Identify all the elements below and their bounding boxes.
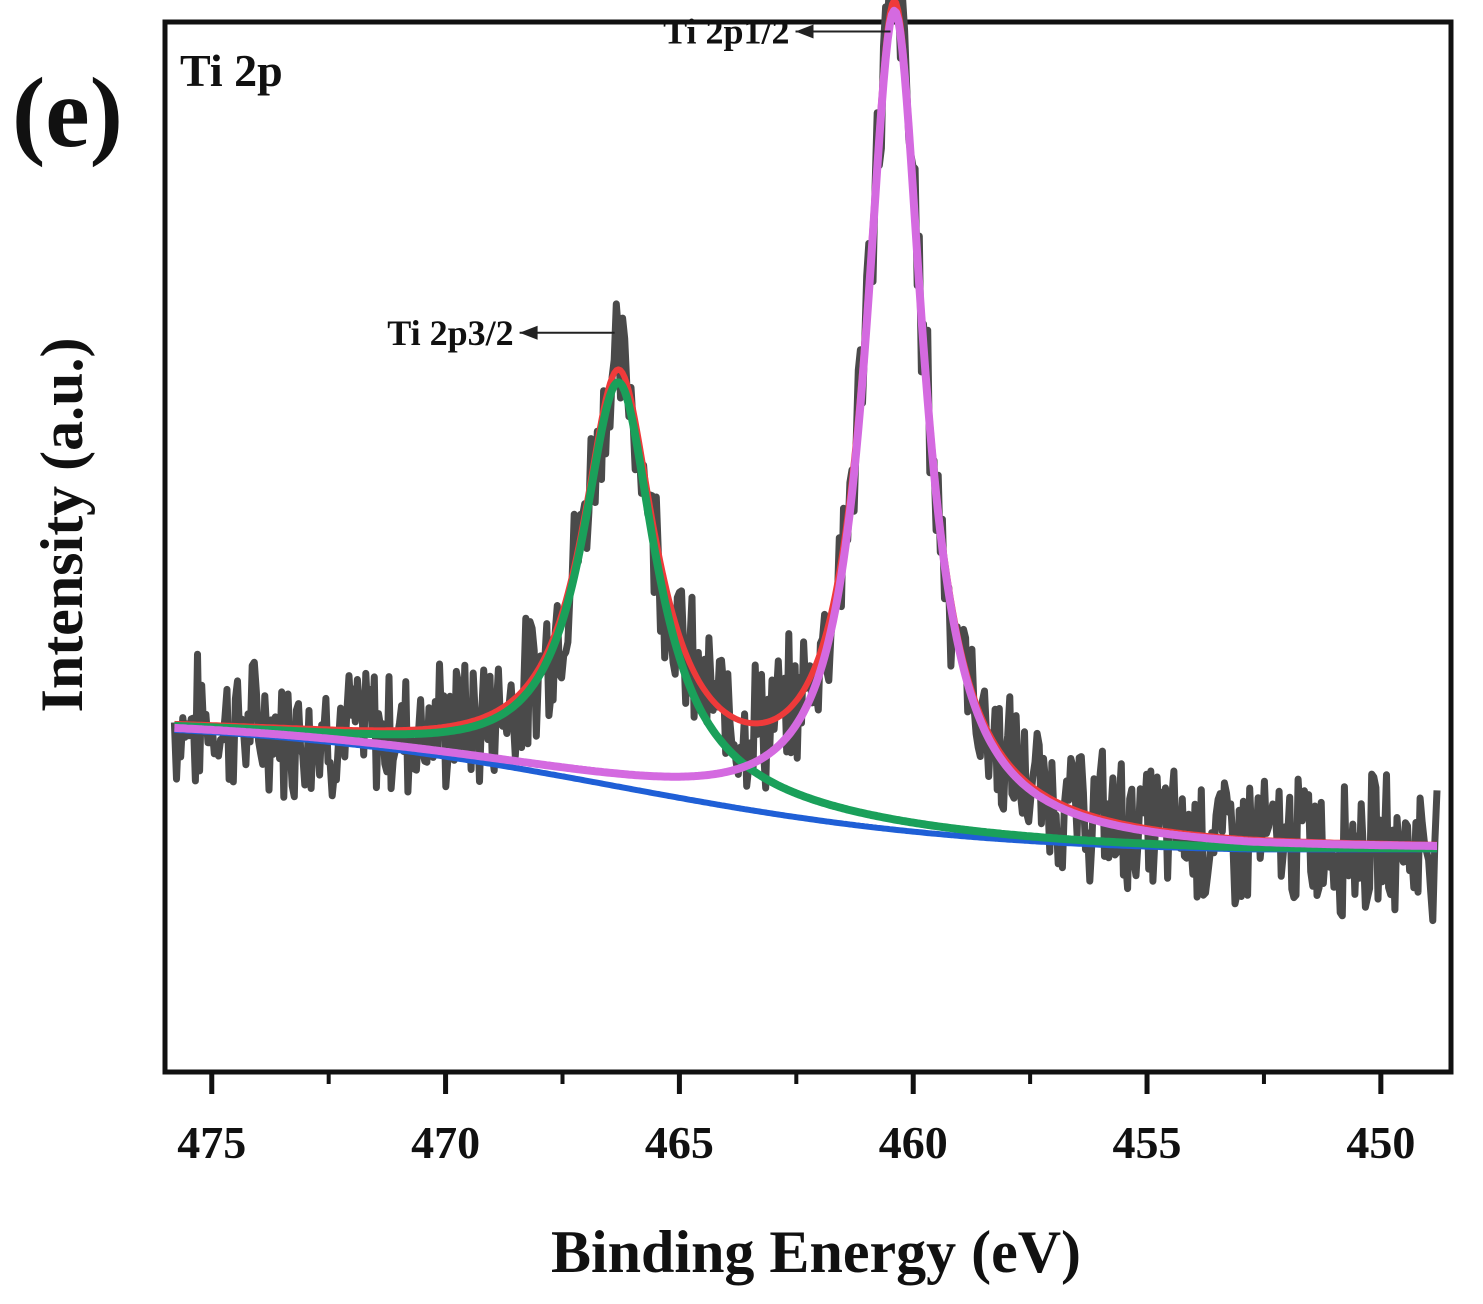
plot-frame [162,19,1454,1075]
x-tick-label: 455 [1113,1117,1182,1168]
panel-label: (e) [12,57,123,168]
series-ti-2p3-2 [172,378,1439,853]
x-tick-label: 475 [177,1117,246,1168]
x-tick-label: 450 [1346,1117,1415,1168]
peak-label: Ti 2p3/2 [387,313,513,353]
annotation-arrow-head [795,24,814,39]
series-ti-2p1-2 [172,6,1439,850]
tick-layer: 475 470 465 460 455 450 [177,1072,1415,1168]
y-axis-title: Intensity (a.u.) [29,337,95,712]
annotation-arrow-head [519,325,538,340]
series-raw-data [170,0,1441,925]
annotation-layer: Ti 2p3/2 Ti 2p1/2 [387,11,891,353]
series-layer [170,0,1441,925]
x-tick-label: 460 [879,1117,948,1168]
x-tick-label: 465 [645,1117,714,1168]
x-tick-label: 470 [411,1117,480,1168]
chart-title: Ti 2p [180,45,283,96]
peak-label: Ti 2p1/2 [663,11,789,51]
x-axis-title: Binding Energy (eV) [551,1219,1081,1285]
